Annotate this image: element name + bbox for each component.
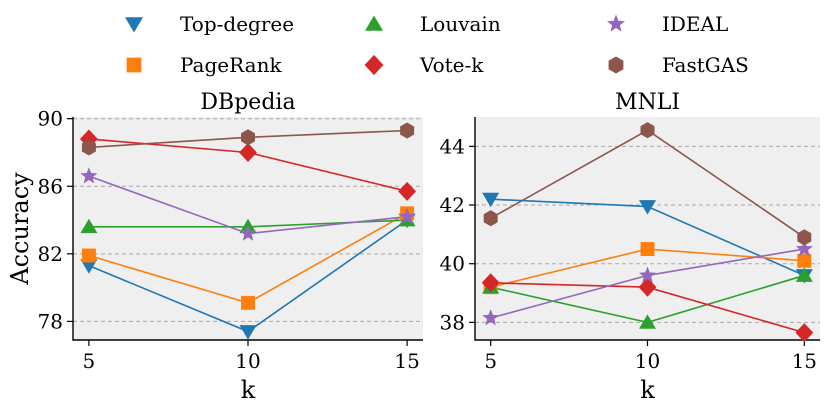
dbpedia-point-ideal-k15 (398, 207, 416, 224)
dbpedia-xtick-label-10: 10 (235, 349, 260, 373)
legend-marker-ideal (607, 14, 625, 32)
mnli-point-vote-k-k5 (481, 273, 500, 293)
legend-marker-top-degree (125, 17, 143, 33)
legend-label-pagerank: PageRank (180, 53, 282, 77)
dbpedia-point-top-degree-k5 (80, 259, 98, 274)
dbpedia-title: DBpedia (200, 90, 295, 115)
mnli-xtick-label-10: 10 (635, 349, 660, 373)
dbpedia-point-louvain-k5 (80, 218, 98, 234)
mnli-plot-area (475, 117, 820, 340)
dbpedia-ytick-label-90: 90 (38, 107, 63, 131)
dbpedia-point-pagerank-k10 (241, 295, 255, 310)
mnli-ytick-label-44: 44 (440, 134, 465, 158)
mnli-ytick-label-42: 42 (440, 193, 465, 217)
legend-label-top-degree: Top-degree (180, 12, 294, 36)
legend-label-ideal: IDEAL (662, 12, 728, 36)
dbpedia-ytick-label-86: 86 (38, 174, 63, 198)
dbpedia-ytick-label-78: 78 (38, 309, 63, 333)
legend-item-pagerank: PageRank (126, 53, 282, 77)
mnli-point-fastgas-k15 (797, 229, 812, 246)
dbpedia-point-fastgas-k10 (241, 129, 255, 146)
mnli-xlabel: k (640, 376, 655, 404)
legend-item-fastgas: FastGAS (608, 53, 749, 77)
mnli-axes (474, 117, 820, 341)
dbpedia-panel: 78 82 86 90 5 10 15 DBpedia k Accuracy (6, 90, 423, 404)
legend-label-louvain: Louvain (420, 12, 501, 36)
mnli-point-louvain-k15 (795, 267, 813, 282)
legend-marker-louvain (365, 15, 383, 31)
legend-item-louvain: Louvain (365, 12, 501, 36)
dbpedia-xtick-label-15: 15 (394, 349, 419, 373)
mnli-ytick-label-40: 40 (440, 252, 465, 276)
legend-item-ideal: IDEAL (607, 12, 728, 36)
mnli-point-vote-k-k15 (795, 323, 814, 343)
dbpedia-point-vote-k-k15 (398, 181, 417, 201)
mnli-point-ideal-k10 (639, 266, 656, 283)
mnli-point-pagerank-k15 (797, 253, 812, 268)
legend-marker-fastgas (608, 56, 624, 74)
mnli-point-fastgas-k5 (483, 210, 498, 227)
mnli-point-ideal-k15 (795, 240, 813, 257)
legend-item-vote-k: Vote-k (364, 53, 484, 77)
mnli-point-ideal-k5 (482, 309, 500, 326)
dbpedia-ylabel: Accuracy (6, 172, 34, 286)
mnli-point-top-degree-k5 (482, 192, 500, 208)
dbpedia-point-fastgas-k15 (400, 122, 415, 139)
dbpedia-ytick-label-82: 82 (38, 242, 63, 266)
legend-marker-pagerank (126, 57, 142, 73)
mnli-xtick-label-5: 5 (484, 349, 497, 373)
legend-item-top-degree: Top-degree (125, 12, 294, 36)
dbpedia-axes (72, 117, 423, 341)
legend-label-fastgas: FastGAS (662, 53, 749, 77)
mnli-panel: 38 40 42 44 5 10 15 MNLI k (440, 90, 820, 404)
dbpedia-point-top-degree-k10 (239, 325, 257, 340)
legend-marker-vote-k (364, 54, 384, 76)
mnli-point-vote-k-k10 (638, 277, 657, 297)
dbpedia-point-ideal-k5 (80, 167, 98, 184)
dbpedia-point-pagerank-k5 (81, 248, 96, 263)
mnli-title: MNLI (615, 90, 680, 115)
mnli-xtick-label-15: 15 (792, 349, 817, 373)
mnli-point-fastgas-k10 (640, 122, 655, 139)
dbpedia-xlabel: k (241, 376, 256, 404)
legend-label-vote-k: Vote-k (419, 53, 484, 77)
mnli-ytick-label-38: 38 (440, 310, 465, 334)
mnli-point-top-degree-k10 (639, 200, 656, 215)
dbpedia-point-ideal-k10 (239, 224, 257, 241)
legend: Top-degree Louvain IDEAL PageRank Vote-k Fast… (125, 12, 749, 77)
mnli-point-louvain-k10 (639, 314, 656, 329)
mnli-point-pagerank-k10 (640, 242, 655, 257)
dbpedia-point-vote-k-k10 (239, 142, 257, 162)
dbpedia-xtick-label-5: 5 (83, 349, 96, 373)
dbpedia-point-fastgas-k5 (81, 139, 96, 156)
